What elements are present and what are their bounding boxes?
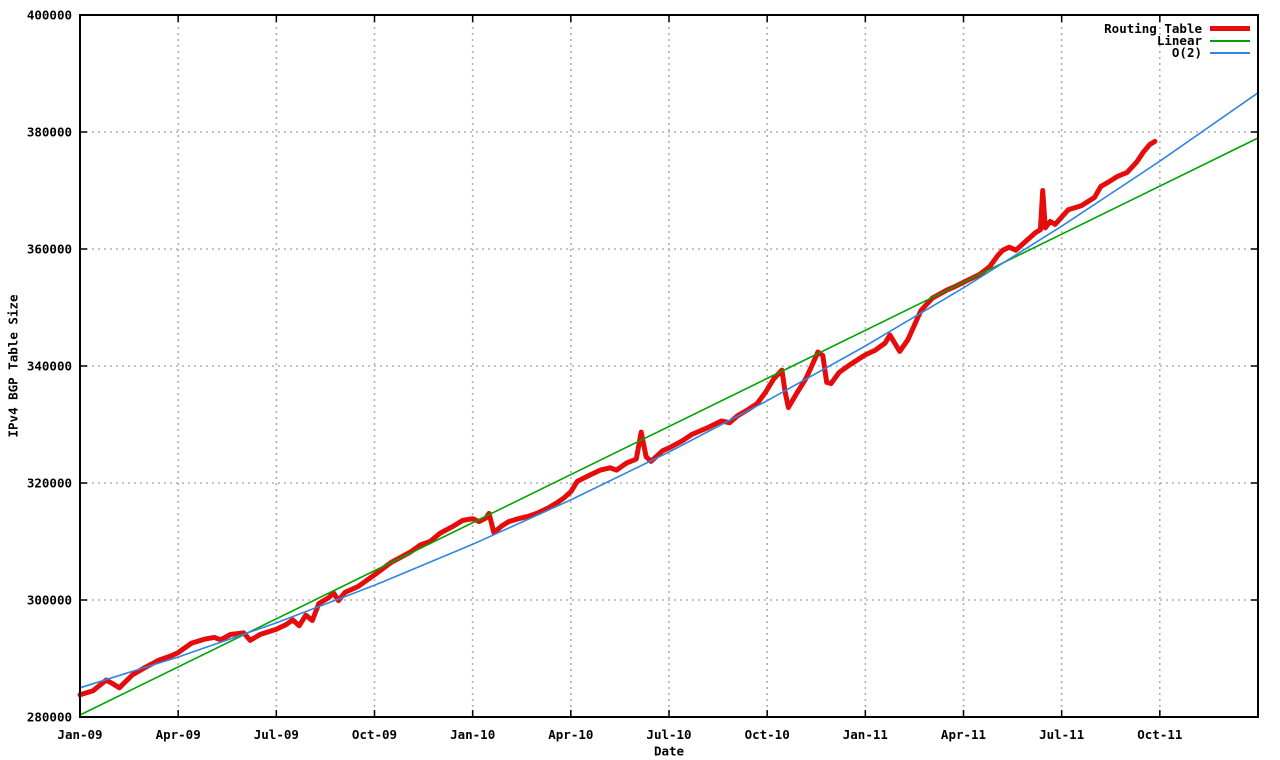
y-tick-label: 340000 [27, 359, 72, 374]
x-tick-label: Apr-10 [548, 727, 593, 742]
x-tick-label: Jul-09 [254, 727, 299, 742]
series-linear [79, 137, 1259, 716]
x-tick-labels: Jan-09 Apr-09 Jul-09 Oct-09 Jan-10 Apr-10 Jul-… [57, 727, 1182, 742]
series-routing-table [77, 138, 1158, 698]
legend-label-linear: Linear [1156, 33, 1202, 49]
x-tick-label: Oct-11 [1137, 727, 1182, 742]
x-tick-label: Apr-09 [156, 727, 201, 742]
y-tick-label: 400000 [27, 8, 72, 23]
legend-line-sample-o2 [1210, 51, 1250, 54]
y-tick-label: 300000 [27, 593, 72, 608]
y-tick-label: 380000 [27, 125, 72, 140]
x-tick-label: Jan-09 [57, 727, 102, 742]
x-tick-label: Jul-10 [646, 727, 691, 742]
y-tick-label: 360000 [27, 242, 72, 257]
x-axis-title: Date [653, 743, 685, 759]
x-tick-label: Oct-09 [352, 727, 397, 742]
y-axis-title: IPv4 BGP Table Size [5, 294, 21, 438]
y-tick-labels: 280000 300000 320000 340000 360000 380000 4000… [27, 8, 72, 725]
x-tick-label: Jul-11 [1039, 727, 1084, 742]
gridlines [80, 15, 1258, 717]
series-lines [77, 92, 1259, 716]
x-tick-label: Oct-10 [745, 727, 790, 742]
x-tick-label: Jan-11 [843, 727, 888, 742]
y-tick-label: 320000 [27, 476, 72, 491]
series-o-2 [79, 92, 1259, 689]
x-tick-label: Jan-10 [450, 727, 495, 742]
legend-label-routing-table: Routing Table [1104, 21, 1202, 37]
y-tick-label: 280000 [27, 710, 72, 725]
legend-line-sample-o2 [1210, 39, 1250, 42]
legend-line-sample-routing-table [1210, 26, 1250, 32]
legend-item-routing-table: Routing Table [1104, 21, 1250, 37]
legend-item-o2: O(2) [1104, 45, 1250, 61]
x-tick-label: Apr-11 [941, 727, 986, 742]
tick-marks [79, 14, 1258, 718]
legend: Routing Table Linear O(2) [1104, 21, 1250, 61]
legend-label-o2: O(2) [1171, 45, 1202, 61]
legend-item-linear: Linear [1104, 33, 1250, 49]
